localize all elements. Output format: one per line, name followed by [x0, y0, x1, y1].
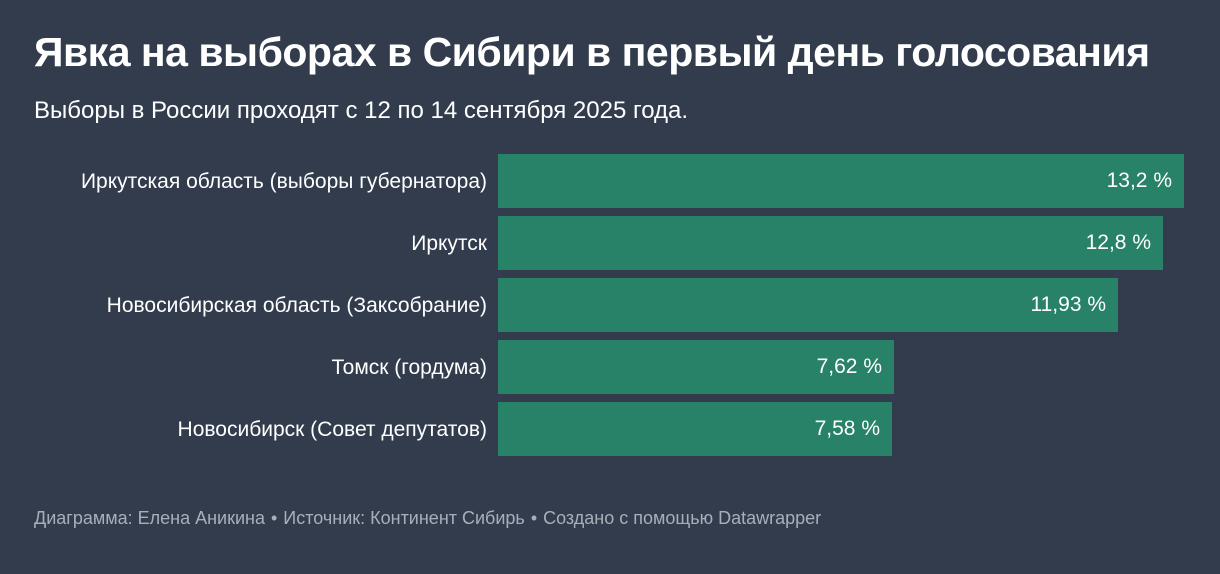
bar: 7,62 % — [498, 340, 894, 394]
chart-subtitle: Выборы в России проходят с 12 по 14 сент… — [34, 97, 689, 124]
chart-footer: Диаграмма: Елена Аникина • Источник: Конти… — [34, 504, 821, 532]
bar-value-label: 7,62 % — [816, 355, 882, 378]
bar-row: Иркутск 12,8 % — [0, 216, 1220, 270]
bar-value-label: 13,2 % — [1106, 169, 1172, 192]
bar: 12,8 % — [498, 216, 1163, 270]
bar-row: Томск (гордума) 7,62 % — [0, 340, 1220, 394]
bar-value-label: 12,8 % — [1085, 231, 1151, 254]
footer-separator: • — [530, 508, 538, 528]
footer-separator: • — [270, 508, 278, 528]
bar-row: Новосибирск (Совет депутатов) 7,58 % — [0, 402, 1220, 456]
chart-title: Явка на выборах в Сибири в первый день г… — [34, 29, 1150, 75]
category-label: Иркутская область (выборы губернатора) — [80, 169, 487, 193]
footer-credit: Диаграмма: Елена Аникина — [34, 508, 265, 528]
bar-row: Новосибирская область (Заксобрание) 11,93… — [0, 278, 1220, 332]
category-label: Новосибирская область (Заксобрание) — [106, 293, 487, 317]
category-label: Иркутск — [411, 231, 487, 255]
footer-made-with: Создано с помощью Datawrapper — [543, 508, 822, 528]
footer-source: Источник: Континент Сибирь — [283, 508, 525, 528]
bar-value-label: 7,58 % — [814, 417, 880, 440]
bar: 13,2 % — [498, 154, 1184, 208]
category-label: Томск (гордума) — [331, 355, 487, 379]
bar-value-label: 11,93 % — [1030, 293, 1107, 316]
bar-row: Иркутская область (выборы губернатора) 13… — [0, 154, 1220, 208]
bar: 7,58 % — [498, 402, 892, 456]
bar: 11,93 % — [498, 278, 1118, 332]
category-label: Новосибирск (Совет депутатов) — [177, 417, 487, 441]
